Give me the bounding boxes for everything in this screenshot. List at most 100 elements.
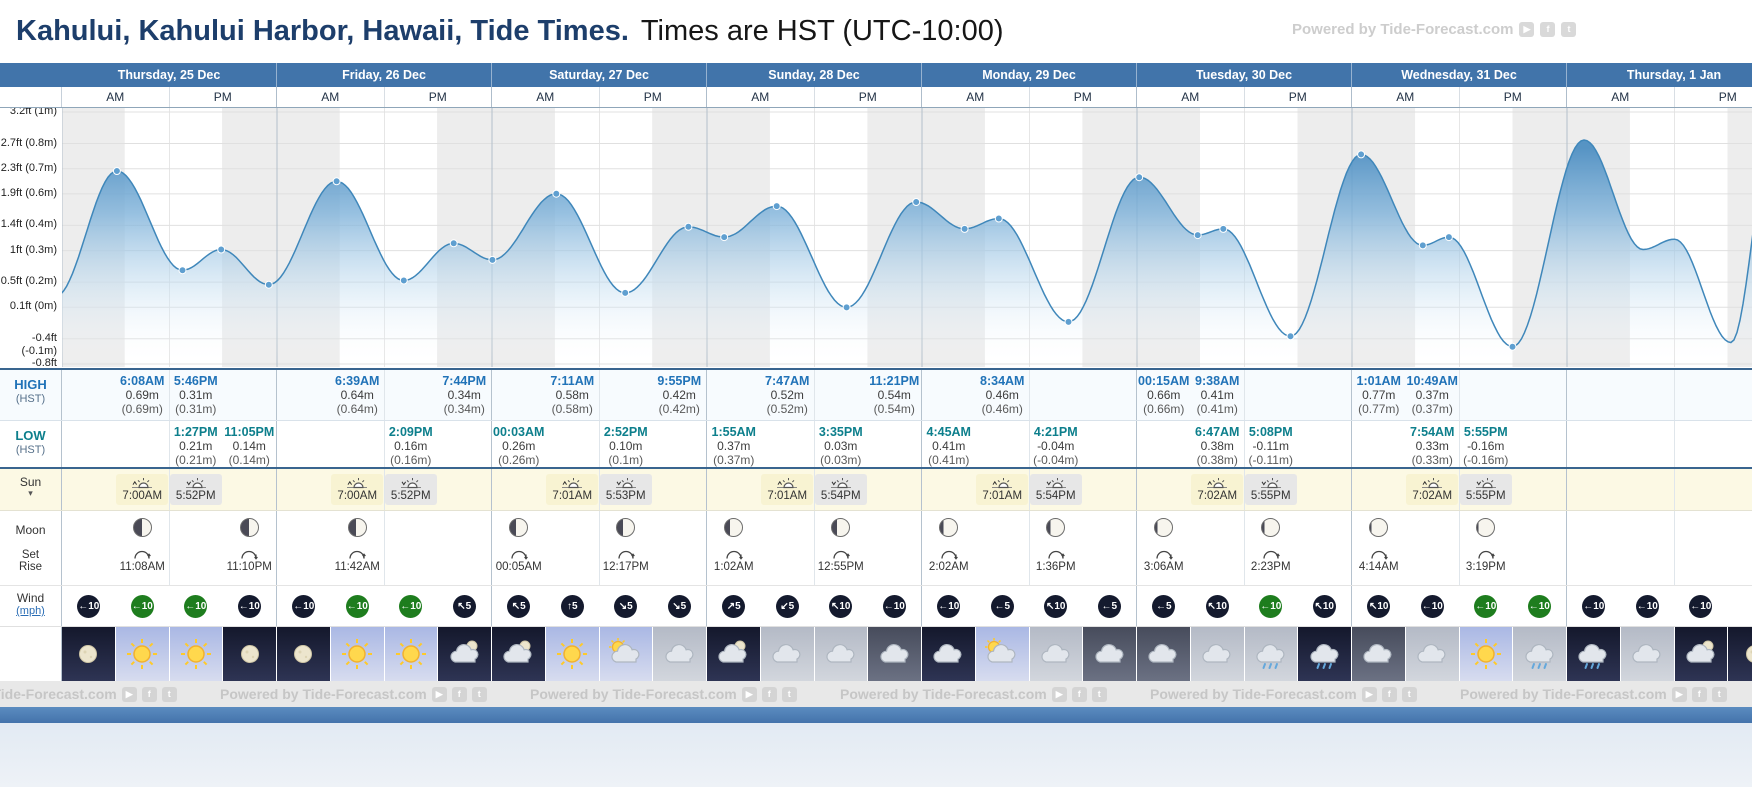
sun-rise-box: 7:00AM (331, 474, 384, 505)
tide-time: 4:21PM (1033, 425, 1078, 439)
moon-rise-entry: 2:23PM (1244, 511, 1298, 585)
day-moon-cell: 4:14AM 3:19PM (1352, 511, 1567, 585)
wind-badge: ←10 (237, 594, 261, 618)
wind-badge: ←10 (882, 594, 906, 618)
ampm-pm: PM (1460, 87, 1567, 107)
tide-height-m: 0.37m (717, 439, 751, 453)
weather-cell (975, 627, 1030, 681)
weather-moon-icon (79, 645, 98, 663)
moon-set-icon (1156, 550, 1173, 560)
low-row-label: LOW (HST) (0, 421, 62, 467)
high-tide-entry: 7:47AM 0.52m (0.52m) (761, 370, 815, 420)
powered-by-link[interactable]: Powered by Tide-Forecast.com ▶ f t (1292, 21, 1577, 38)
low-label: LOW (15, 428, 46, 443)
tide-height-alt: (0.37m) (713, 453, 755, 467)
social-twitter-icon[interactable]: t (1561, 22, 1577, 37)
day-high-cell: 00:15AM 0.66m (0.66m) 9:38AM 0.41m (0.41m) (1137, 370, 1352, 420)
ampm-row: AM PM AM PM AM PM AM PM AM PM AM PM AM PM AM PM (0, 87, 1752, 108)
social-video-icon[interactable]: ▶ (1519, 22, 1535, 37)
moon-label: Moon (15, 523, 46, 537)
day-wind-cell: ←10 ←10 ←10 ←10 (62, 586, 277, 626)
day-wind-cell: ↖5 ↑5 ↘5 ↘5 (492, 586, 707, 626)
moon-phase-icon (132, 518, 152, 537)
weather-moon-icon (240, 645, 259, 663)
sunrise-icon (562, 478, 583, 489)
social-twitter-icon: t (1711, 686, 1727, 702)
social-facebook-icon: f (761, 686, 777, 702)
social-video-icon: ▶ (121, 686, 137, 702)
high-tide-entry: 11:21PM 0.54m (0.54m) (868, 370, 922, 420)
tide-height-alt: (0.16m) (390, 453, 432, 467)
social-twitter-icon: t (161, 686, 177, 702)
weather-cell (492, 627, 546, 681)
high-tide-row: HIGH (HST) 6:08AM 0.69m (0.69m) 5:46PM 0.31m… (0, 368, 1752, 421)
tide-height-m: 0.42m (662, 388, 696, 402)
y-axis-label: 1ft (0.3m) (9, 243, 57, 256)
tide-height-alt: (0.52m) (766, 402, 808, 416)
sun-set-time: 5:55PM (1465, 490, 1506, 502)
wind-badge: ←10 (937, 594, 961, 618)
tide-table: Thursday, 25 Dec Friday, 26 Dec Saturday, … (0, 63, 1752, 681)
wind-label: Wind (16, 591, 45, 605)
day-wind-cell: ←10 ←10 ←10 ↖5 (277, 586, 492, 626)
watermark-text: Powered by Tide-Forecast.com (1460, 686, 1667, 702)
tide-height-alt: (0.64m) (336, 402, 378, 416)
day-header: Saturday, 27 Dec (492, 63, 707, 87)
sunset-icon (185, 478, 206, 489)
sunset-icon (615, 478, 636, 489)
tide-time: 6:39AM (335, 374, 380, 388)
watermark-text: Powered by Tide-Forecast.com (220, 686, 427, 702)
day-moon-cell: 2:02AM 1:36PM (922, 511, 1137, 585)
moon-set-entry: 11:10PM (223, 511, 277, 585)
low-tide-entry: 3:35PM 0.03m (0.03m) (814, 421, 868, 467)
wind-badge: ←10 (1527, 594, 1551, 618)
sun-row-label: Sun ▾ (0, 469, 62, 510)
moon-rise-icon (618, 550, 635, 559)
social-facebook-icon[interactable]: f (1540, 22, 1556, 37)
timezone-note: Times are HST (UTC-10:00) (640, 15, 1004, 47)
weather-cloud-moon-icon (718, 640, 747, 663)
moon-set-entry: 2:02AM (922, 511, 976, 585)
sun-set-time: 5:52PM (390, 490, 431, 502)
moon-rise-time: 11:08AM (119, 561, 165, 573)
high-tide-entry: 6:08AM 0.69m (0.69m) (116, 370, 170, 420)
tide-height-alt: (0.38m) (1196, 453, 1238, 467)
weather-cloud-icon (826, 643, 855, 663)
sun-set-time: 5:54PM (820, 490, 861, 502)
footer-area (0, 723, 1752, 787)
weather-cell (115, 627, 170, 681)
tide-time: 3:35PM (818, 425, 863, 439)
social-facebook-icon: f (1381, 686, 1397, 702)
tide-height-m: 0.03m (824, 439, 858, 453)
tide-height-alt: (-0.04m) (1033, 453, 1079, 467)
tide-time: 00:15AM (1138, 374, 1190, 388)
sun-row-expander[interactable]: ▾ (28, 488, 33, 498)
tide-time: 5:08PM (1248, 425, 1293, 439)
sun-rise-box: 7:02AM (1406, 474, 1459, 505)
tide-height-alt: (0.21m) (175, 453, 217, 467)
weather-sun-cloud-icon (608, 638, 640, 663)
moon-set-time: 4:14AM (1358, 561, 1399, 573)
wind-badge: ↖10 (1205, 594, 1229, 618)
wind-badge: ↗5 (722, 594, 746, 618)
wind-badge: ←5 (1097, 594, 1121, 618)
moon-rise-entry: 3:19PM (1459, 511, 1513, 585)
moon-phase-icon (1154, 518, 1174, 537)
tide-height-m: -0.04m (1037, 439, 1075, 453)
wind-unit-link[interactable]: (mph) (16, 605, 45, 617)
ampm-pm: PM (170, 87, 277, 107)
day-high-cell: 1:01AM 0.77m (0.77m) 10:49AM 0.37m (0.37m) (1352, 370, 1567, 420)
high-tide-entry: 5:46PM 0.31m (0.31m) (169, 370, 223, 420)
sun-rise-entry: 7:01AM (546, 469, 600, 510)
weather-rain-icon (1310, 643, 1339, 669)
y-axis-label: -0.8ft (-0.2m) (31, 357, 57, 368)
ampm-am: AM (1567, 87, 1675, 107)
weather-sun-cloud-icon (985, 638, 1016, 663)
moon-rise-entry: 11:08AM (116, 511, 170, 585)
high-tide-entry: 9:38AM 0.41m (0.41m) (1191, 370, 1245, 420)
tide-extreme-dot (1135, 173, 1144, 182)
moon-phase-icon (239, 518, 259, 537)
weather-sun-icon (1470, 639, 1501, 669)
tide-extreme-dot (332, 177, 341, 186)
